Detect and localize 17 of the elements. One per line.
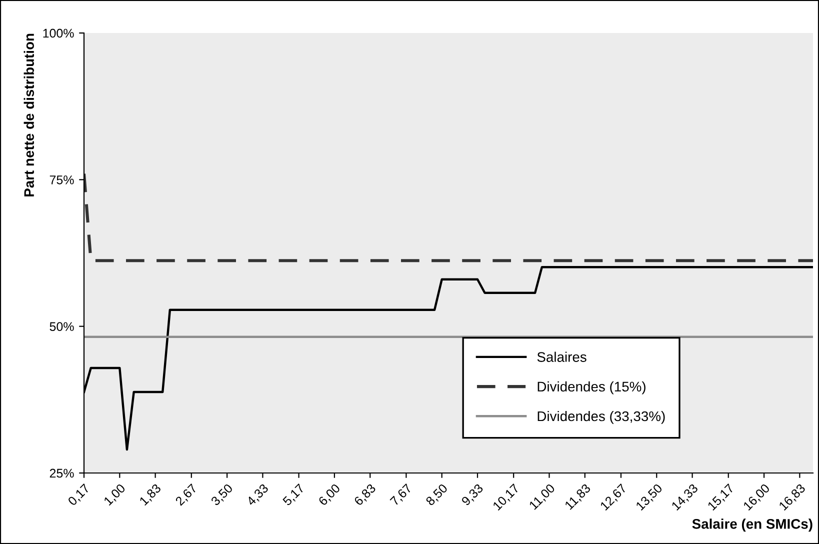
x-tick-label: 1,00 <box>103 483 127 507</box>
x-tick-label: 6,83 <box>354 483 378 508</box>
x-axis-title: Salaire (en SMICs) <box>692 518 812 532</box>
x-tick-label: 4,33 <box>246 483 270 508</box>
x-tick-label: 3,50 <box>210 483 234 508</box>
y-axis-title: Part nette de distribution <box>24 34 34 196</box>
legend-label: Salaires <box>537 352 586 362</box>
x-tick-label: 6,00 <box>318 483 342 508</box>
x-tick-label: 9,33 <box>460 483 485 508</box>
y-tick-label: 75% <box>50 176 74 184</box>
legend-label: Dividendes (15%) <box>538 381 646 394</box>
legend-label: Dividendes (33,33%) <box>538 410 665 424</box>
y-tick-label: 100% <box>43 28 74 38</box>
y-tick-label: 25% <box>50 468 74 478</box>
x-tick-label: 7,67 <box>390 483 414 508</box>
y-tick-label: 50% <box>50 322 74 331</box>
x-tick-label: 8,50 <box>425 483 450 508</box>
